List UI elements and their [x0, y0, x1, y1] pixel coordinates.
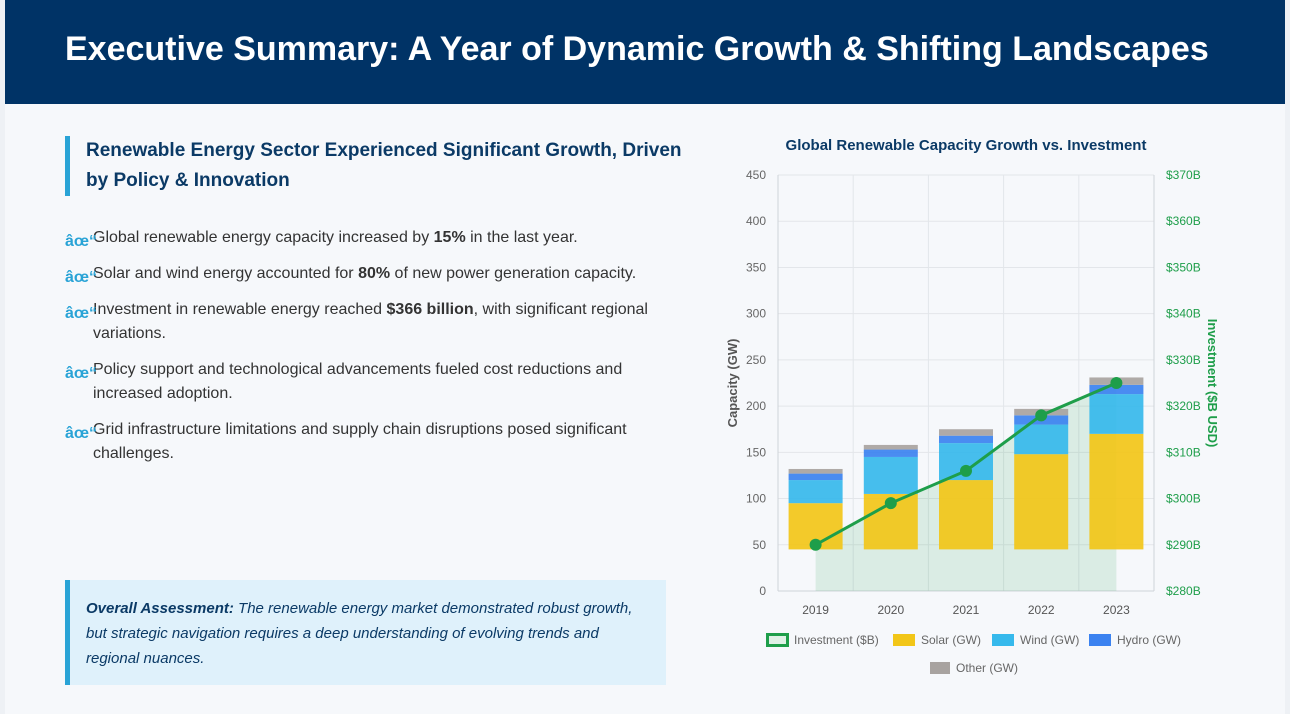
bullet-text: Investment in renewable energy reached	[93, 301, 387, 318]
bullet-list: âœ“ Global renewable energy capacity incr…	[65, 226, 665, 478]
legend-label: Hydro (GW)	[1117, 633, 1181, 647]
y2-axis-title: Investment ($B USD)	[1205, 319, 1220, 448]
bar-other	[939, 429, 993, 436]
bar-solar	[1089, 433, 1144, 550]
bar-hydro	[1089, 384, 1144, 395]
y-tick-label: 100	[746, 492, 766, 506]
bullet-item: âœ“ Investment in renewable energy reache…	[65, 298, 665, 346]
check-icon: âœ“	[65, 425, 97, 442]
bullet-text: Grid infrastructure limitations and supp…	[93, 421, 627, 462]
y-tick-label: 300	[746, 307, 766, 321]
legend-swatch	[930, 662, 950, 674]
y2-tick-label: $370B	[1166, 168, 1201, 182]
y2-tick-label: $340B	[1166, 307, 1201, 321]
x-tick-label: 2023	[1103, 603, 1130, 617]
x-tick-label: 2021	[953, 603, 980, 617]
assessment-label: Overall Assessment:	[86, 600, 234, 617]
legend-swatch	[992, 634, 1014, 646]
legend-swatch-investment	[766, 633, 789, 647]
assessment-body: The renewable energy market demonstrated…	[86, 600, 633, 667]
bar-other	[863, 444, 918, 450]
bar-hydro	[939, 435, 993, 444]
bullet-item: âœ“ Solar and wind energy accounted for 8…	[65, 262, 665, 286]
legend-label: Wind (GW)	[1020, 633, 1079, 647]
check-icon: âœ“	[65, 269, 97, 286]
bar-other	[788, 468, 843, 474]
bullet-highlight: 15%	[433, 229, 466, 246]
check-icon: âœ“	[65, 233, 97, 250]
header-bar: Executive Summary: A Year of Dynamic Gro…	[5, 0, 1285, 104]
bar-solar	[1014, 454, 1069, 550]
x-tick-label: 2019	[802, 603, 829, 617]
bar-wind	[1089, 394, 1144, 434]
bullet-item: âœ“ Policy support and technological adva…	[65, 358, 665, 406]
y-tick-label: 0	[759, 584, 766, 598]
y2-tick-label: $350B	[1166, 260, 1201, 274]
bullet-text: Global renewable energy capacity increas…	[93, 229, 434, 246]
x-tick-label: 2020	[877, 603, 904, 617]
bullet-text-end: of new power generation capacity.	[390, 265, 637, 282]
legend-swatch	[1089, 634, 1111, 646]
legend-label: Solar (GW)	[921, 633, 981, 647]
y2-tick-label: $290B	[1166, 538, 1201, 552]
y2-tick-label: $320B	[1166, 399, 1201, 413]
bullet-text-end: in the last year.	[465, 229, 578, 246]
y2-tick-label: $360B	[1166, 214, 1201, 228]
bar-hydro	[863, 449, 918, 457]
investment-point	[884, 497, 897, 510]
y-tick-label: 350	[746, 260, 766, 274]
y2-tick-label: $310B	[1166, 445, 1201, 459]
legend-swatch	[893, 634, 915, 646]
check-icon: âœ“	[65, 305, 97, 322]
bar-wind	[863, 456, 918, 494]
bullet-highlight: $366 billion	[386, 301, 474, 318]
subheading-block: Renewable Energy Sector Experienced Sign…	[65, 136, 695, 196]
y-tick-label: 400	[746, 214, 766, 228]
bar-wind	[788, 480, 843, 504]
legend-label: Investment ($B)	[794, 633, 879, 647]
y-tick-label: 50	[753, 538, 767, 552]
y2-tick-label: $300B	[1166, 492, 1201, 506]
bullet-text: Policy support and technological advance…	[93, 361, 623, 402]
bullet-text-end: , with significant regional variations.	[93, 301, 648, 342]
slide: Executive Summary: A Year of Dynamic Gro…	[5, 0, 1285, 714]
investment-point	[960, 464, 972, 477]
y-tick-label: 200	[746, 399, 766, 413]
page-title: Executive Summary: A Year of Dynamic Gro…	[65, 30, 1209, 68]
legend-label: Other (GW)	[956, 661, 1018, 675]
y-tick-label: 450	[746, 168, 766, 182]
bullet-highlight: 80%	[358, 265, 391, 282]
bullet-item: âœ“ Global renewable energy capacity incr…	[65, 226, 665, 250]
y-tick-label: 150	[746, 445, 766, 459]
investment-point	[1110, 377, 1123, 389]
investment-point	[1035, 409, 1048, 422]
bullet-text: Solar and wind energy accounted for	[93, 265, 359, 282]
bar-hydro	[788, 473, 843, 481]
y-tick-label: 250	[746, 353, 766, 367]
bullet-item: âœ“ Grid infrastructure limitations and s…	[65, 418, 665, 466]
bar-solar	[939, 480, 993, 550]
x-tick-label: 2022	[1028, 603, 1055, 617]
assessment-box: Overall Assessment: The renewable energy…	[65, 580, 666, 685]
y2-tick-label: $330B	[1166, 353, 1201, 367]
y-axis-title: Capacity (GW)	[725, 339, 740, 428]
y2-tick-label: $280B	[1166, 584, 1201, 598]
investment-point	[809, 538, 822, 551]
chart-title: Global Renewable Capacity Growth vs. Inv…	[786, 137, 1147, 154]
assessment-text: Overall Assessment: The renewable energy…	[70, 580, 666, 671]
subheading: Renewable Energy Sector Experienced Sign…	[86, 140, 682, 191]
check-icon: âœ“	[65, 365, 97, 382]
